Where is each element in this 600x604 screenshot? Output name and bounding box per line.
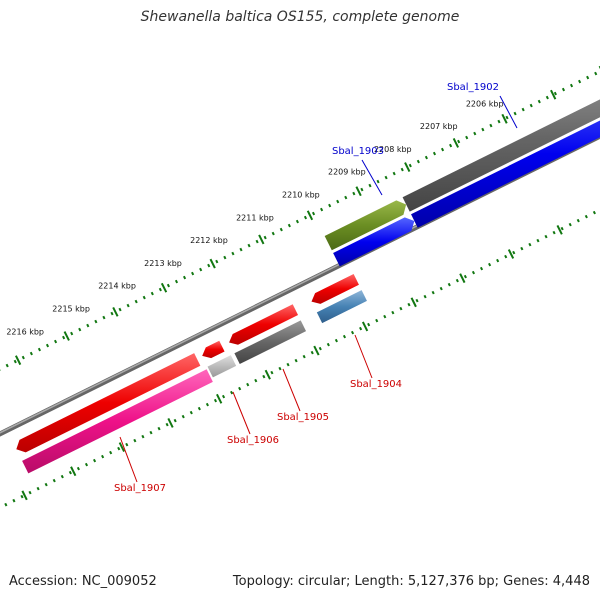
ruler-label: 2216 kbp bbox=[6, 327, 44, 336]
ruler-outer-tick bbox=[210, 259, 214, 268]
map-title: Shewanella baltica OS155, complete genom… bbox=[0, 9, 600, 25]
gene-leader-line bbox=[233, 392, 250, 434]
ruler-outer-tick bbox=[356, 187, 360, 196]
gene-label: Sbal_1903 bbox=[332, 146, 384, 157]
ruler-outer-tick bbox=[113, 307, 117, 316]
ruler-label: 2211 kbp bbox=[236, 213, 274, 222]
gene-label: Sbal_1904 bbox=[350, 379, 402, 390]
ruler-outer-tick bbox=[259, 235, 263, 244]
ruler-inner-tick bbox=[314, 346, 318, 355]
gene-leader-line bbox=[500, 96, 517, 128]
gene-label: Sbal_1902 bbox=[447, 82, 499, 93]
ruler-label: 2215 kbp bbox=[52, 305, 90, 314]
ruler-inner-tick bbox=[557, 225, 561, 234]
gene-sbal-1907-magenta bbox=[22, 369, 213, 473]
ruler-inner-tick bbox=[363, 322, 367, 331]
gene-leader-line bbox=[355, 335, 372, 378]
ruler-outer-tick bbox=[405, 163, 409, 172]
ruler-label: 2214 kbp bbox=[98, 282, 136, 291]
ruler-outer-tick bbox=[162, 283, 166, 292]
genome-summary: Topology: circular; Length: 5,127,376 bp… bbox=[233, 574, 590, 589]
ruler-inner-tick bbox=[509, 250, 513, 259]
ruler-inner-tick bbox=[460, 274, 464, 283]
ruler-label: 2206 kbp bbox=[466, 99, 504, 108]
ruler-outer-tick bbox=[16, 356, 20, 365]
ruler-inner-tick bbox=[411, 298, 415, 307]
ruler-outer-tick bbox=[502, 114, 506, 123]
gene-leader-line bbox=[283, 369, 300, 411]
gene-label: Sbal_1906 bbox=[227, 435, 279, 446]
ruler-inner-tick bbox=[71, 467, 75, 476]
ruler-inner-tick bbox=[266, 370, 270, 379]
ruler-label: 2213 kbp bbox=[144, 259, 182, 268]
ruler-inner-tick bbox=[22, 491, 26, 500]
ruler-inner-tick bbox=[168, 418, 172, 427]
accession-label: Accession: NC_009052 bbox=[9, 574, 157, 589]
ruler-outer-tick bbox=[308, 211, 312, 220]
gene-sbal-1906-light bbox=[208, 355, 237, 377]
ruler-outer-dots bbox=[0, 41, 600, 414]
ruler-label: 2209 kbp bbox=[328, 168, 366, 177]
ruler-inner-tick bbox=[217, 394, 221, 403]
ruler-inner-dots bbox=[0, 152, 600, 525]
gene-label: Sbal_1907 bbox=[114, 483, 166, 494]
gene-label: Sbal_1905 bbox=[277, 412, 329, 423]
ruler-label: 2207 kbp bbox=[420, 122, 458, 131]
ruler-label: 2212 kbp bbox=[190, 236, 228, 245]
ruler-outer-tick bbox=[65, 332, 69, 341]
gene-sbal-1906-red bbox=[202, 341, 224, 358]
gene-leader-line bbox=[362, 160, 382, 195]
ruler-label: 2210 kbp bbox=[282, 191, 320, 200]
ruler-outer-tick bbox=[551, 90, 555, 99]
gene-leader-line bbox=[120, 437, 137, 482]
gene-sbal-1907-red bbox=[16, 353, 200, 452]
ruler-outer-tick bbox=[454, 138, 458, 147]
